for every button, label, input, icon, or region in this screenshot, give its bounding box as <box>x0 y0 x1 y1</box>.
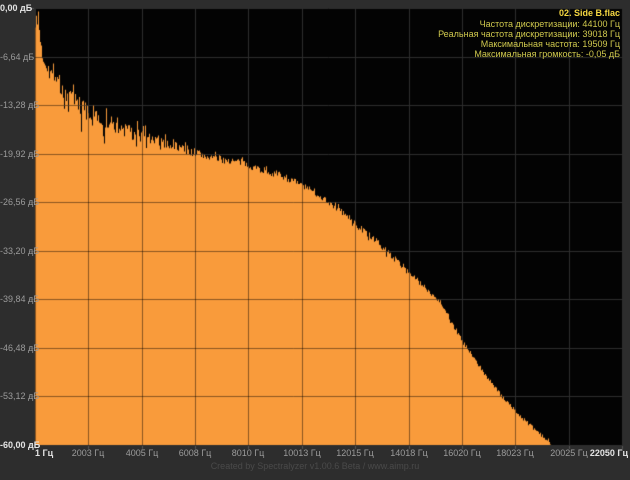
legend-info-lines: Частота дискретизации: 44100 Гц Реальная … <box>438 19 620 59</box>
db-tick-label: -39,84 дБ <box>0 294 40 304</box>
hz-tick-label: 6008 Гц <box>178 448 212 458</box>
db-tick-label: -53,12 дБ <box>0 391 40 401</box>
db-tick-label: -33,20 дБ <box>0 246 40 256</box>
hz-tick-label: 2003 Гц <box>71 448 105 458</box>
db-tick-label: -60,00 дБ <box>0 440 41 450</box>
legend-line: Реальная частота дискретизации: 39018 Гц <box>438 29 620 39</box>
legend-line: Максимальная частота: 19509 Гц <box>480 39 620 49</box>
hz-tick-label: 20025 Гц <box>550 448 588 458</box>
legend-line: Максимальная громкость: -0,05 дБ <box>474 49 620 59</box>
db-tick-label: 0,00 дБ <box>0 3 33 13</box>
hz-tick-label: 8010 Гц <box>231 448 265 458</box>
hz-tick-label: 1 Гц <box>35 448 54 458</box>
hz-tick-label: 14018 Гц <box>390 448 428 458</box>
hz-tick-label: 10013 Гц <box>283 448 321 458</box>
hz-tick-label: 18023 Гц <box>496 448 534 458</box>
legend-line: Частота дискретизации: 44100 Гц <box>479 19 620 29</box>
hz-tick-label: 12015 Гц <box>336 448 374 458</box>
db-tick-label: -46,48 дБ <box>0 343 40 353</box>
hz-tick-label: 4005 Гц <box>125 448 159 458</box>
db-tick-label: -19,92 дБ <box>0 149 40 159</box>
db-tick-label: -6,64 дБ <box>0 52 35 62</box>
db-tick-label: -13,28 дБ <box>0 100 40 110</box>
legend: 02. Side B.flac Частота дискретизации: 4… <box>438 8 620 59</box>
hz-tick-label: 22050 Гц <box>589 448 628 458</box>
db-tick-label: -26,56 дБ <box>0 197 40 207</box>
track-title: 02. Side B.flac <box>558 8 620 18</box>
hz-tick-label: 16020 Гц <box>443 448 481 458</box>
credit-line: Created by Spectralyzer v1.00.6 Beta / w… <box>210 461 420 471</box>
